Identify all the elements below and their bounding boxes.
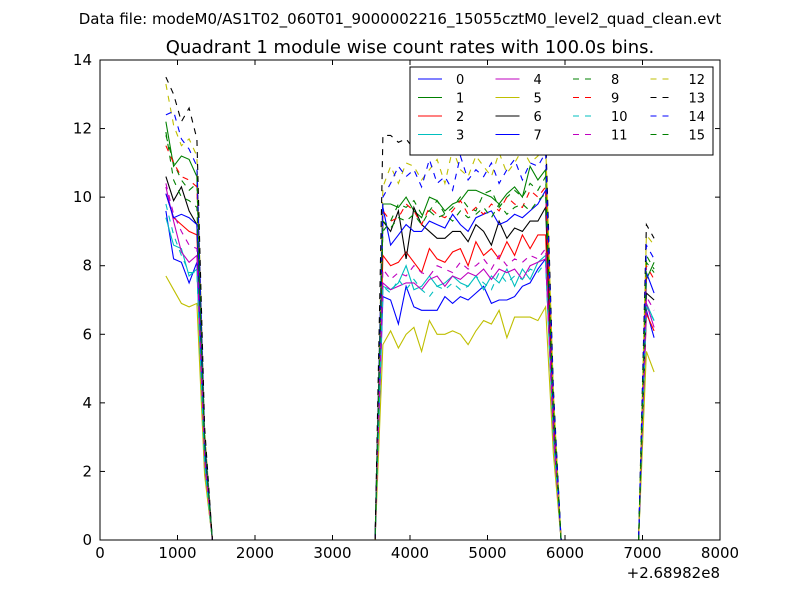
series-line-3 bbox=[165, 217, 655, 541]
legend-label-6: 6 bbox=[534, 110, 542, 125]
legend-label-14: 14 bbox=[689, 110, 706, 125]
axes: 0 1000 2000 3000 4000 5000 6000 7000 80000246810… bbox=[73, 51, 739, 562]
y-tick-label: 12 bbox=[73, 120, 92, 138]
legend-label-15: 15 bbox=[689, 129, 706, 144]
series-line-12 bbox=[165, 83, 655, 541]
series-line-15 bbox=[165, 131, 655, 541]
y-tick-label: 8 bbox=[82, 257, 92, 275]
legend-label-11: 11 bbox=[611, 129, 628, 144]
x-offset-label: +2.68982e8 bbox=[627, 564, 720, 582]
x-tick-label: 5000 bbox=[468, 544, 506, 562]
x-tick-label: 0 bbox=[95, 544, 105, 562]
x-tick-label: 7000 bbox=[623, 544, 661, 562]
x-tick-label: 1000 bbox=[158, 544, 196, 562]
legend-label-0: 0 bbox=[456, 73, 464, 88]
series-line-8 bbox=[165, 135, 655, 541]
x-tick-label: 6000 bbox=[546, 544, 584, 562]
series-line-14 bbox=[165, 110, 655, 541]
y-tick-label: 0 bbox=[82, 531, 92, 549]
legend-label-12: 12 bbox=[689, 73, 706, 88]
legend-label-4: 4 bbox=[534, 73, 542, 88]
legend-label-3: 3 bbox=[456, 129, 464, 144]
series-line-11 bbox=[165, 183, 655, 541]
series-line-6 bbox=[165, 176, 655, 541]
y-tick-label: 2 bbox=[82, 462, 92, 480]
legend-label-10: 10 bbox=[611, 110, 628, 125]
series-line-7 bbox=[165, 188, 655, 541]
y-tick-label: 4 bbox=[82, 394, 92, 412]
x-tick-label: 2000 bbox=[236, 544, 274, 562]
legend-label-7: 7 bbox=[534, 129, 542, 144]
legend-label-9: 9 bbox=[611, 92, 619, 107]
legend-label-5: 5 bbox=[534, 92, 542, 107]
legend-label-2: 2 bbox=[456, 110, 464, 125]
series-line-4 bbox=[165, 186, 655, 541]
y-tick-label: 14 bbox=[73, 51, 92, 69]
x-tick-label: 8000 bbox=[701, 544, 739, 562]
x-tick-label: 4000 bbox=[391, 544, 429, 562]
series-line-0 bbox=[165, 210, 655, 541]
legend-label-13: 13 bbox=[689, 92, 706, 107]
series-line-10 bbox=[165, 203, 655, 541]
series-line-5 bbox=[165, 275, 655, 541]
data-file-suptitle: Data file: modeM0/AS1T02_060T01_90000022… bbox=[79, 10, 722, 29]
series-line-2 bbox=[165, 193, 655, 541]
legend-label-8: 8 bbox=[611, 73, 619, 88]
chart-title: Quadrant 1 module wise count rates with … bbox=[166, 37, 655, 58]
y-tick-label: 6 bbox=[82, 325, 92, 343]
x-tick-label: 3000 bbox=[313, 544, 351, 562]
legend-label-1: 1 bbox=[456, 92, 464, 107]
legend-box bbox=[409, 66, 714, 156]
y-tick-label: 10 bbox=[73, 188, 92, 206]
